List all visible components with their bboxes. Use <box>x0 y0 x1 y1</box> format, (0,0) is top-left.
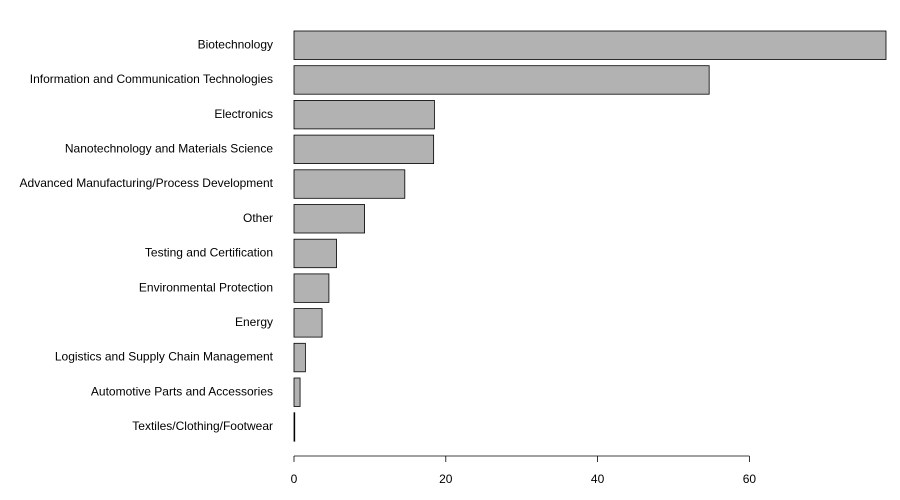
x-tick-label: 0 <box>291 472 298 486</box>
category-label: Environmental Protection <box>139 280 273 294</box>
category-label: Nanotechnology and Materials Science <box>65 142 273 156</box>
bar <box>293 377 301 407</box>
x-tick-label: 40 <box>591 472 605 486</box>
bar <box>293 342 306 373</box>
category-label: Textiles/Clothing/Footwear <box>132 419 273 433</box>
category-label: Automotive Parts and Accessories <box>91 384 273 398</box>
category-label: Other <box>243 211 273 225</box>
x-tick-label: 20 <box>439 472 453 486</box>
category-label: Electronics <box>214 107 273 121</box>
category-label: Advanced Manufacturing/Process Developme… <box>20 176 274 190</box>
x-tick-label: 60 <box>743 472 757 486</box>
bar <box>293 204 365 234</box>
bar <box>293 30 887 60</box>
bar <box>293 273 330 303</box>
bar <box>293 308 323 338</box>
bar <box>293 169 406 199</box>
bar <box>293 134 435 165</box>
x-axis: 0 20 40 60 <box>291 455 757 486</box>
category-labels-group: Biotechnology Information and Communicati… <box>20 37 274 433</box>
category-label: Logistics and Supply Chain Management <box>55 350 274 364</box>
bar <box>293 412 296 442</box>
bars-group <box>293 30 887 442</box>
category-label: Biotechnology <box>198 37 273 51</box>
category-label: Testing and Certification <box>145 246 273 260</box>
category-label: Information and Communication Technologi… <box>30 72 273 86</box>
category-label: Energy <box>235 315 273 329</box>
bar <box>293 238 337 269</box>
bar <box>293 100 435 130</box>
bar <box>293 65 710 95</box>
